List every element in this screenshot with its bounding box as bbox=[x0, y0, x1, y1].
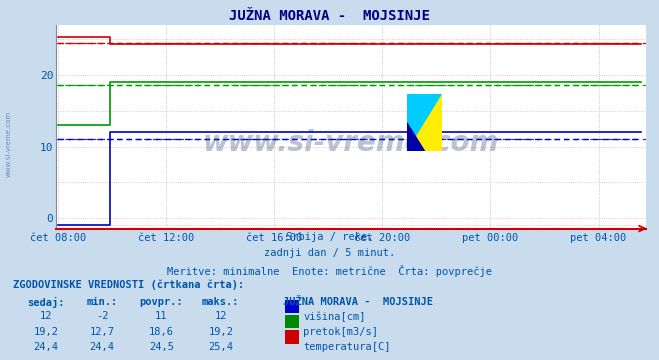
Text: 12: 12 bbox=[215, 311, 227, 321]
Text: 11: 11 bbox=[156, 311, 167, 321]
Text: -2: -2 bbox=[96, 311, 108, 321]
Text: 19,2: 19,2 bbox=[208, 327, 233, 337]
Text: 18,6: 18,6 bbox=[149, 327, 174, 337]
Text: 24,4: 24,4 bbox=[34, 342, 59, 352]
Text: www.si-vreme.com: www.si-vreme.com bbox=[203, 129, 499, 157]
Text: ZGODOVINSKE VREDNOSTI (črtkana črta):: ZGODOVINSKE VREDNOSTI (črtkana črta): bbox=[13, 279, 244, 289]
Text: Srbija / reke.: Srbija / reke. bbox=[286, 232, 373, 242]
Text: pretok[m3/s]: pretok[m3/s] bbox=[303, 327, 378, 337]
Text: 12: 12 bbox=[40, 311, 52, 321]
Polygon shape bbox=[407, 94, 442, 151]
Text: temperatura[C]: temperatura[C] bbox=[303, 342, 391, 352]
Text: sedaj:: sedaj: bbox=[28, 297, 65, 308]
Text: povpr.:: povpr.: bbox=[140, 297, 183, 307]
Text: 24,5: 24,5 bbox=[149, 342, 174, 352]
Text: zadnji dan / 5 minut.: zadnji dan / 5 minut. bbox=[264, 248, 395, 258]
Text: JUŽNA MORAVA -  MOJSINJE: JUŽNA MORAVA - MOJSINJE bbox=[229, 9, 430, 23]
Text: višina[cm]: višina[cm] bbox=[303, 311, 366, 322]
Text: 19,2: 19,2 bbox=[34, 327, 59, 337]
Polygon shape bbox=[407, 94, 442, 151]
Polygon shape bbox=[407, 123, 424, 151]
Text: Meritve: minimalne  Enote: metrične  Črta: povprečje: Meritve: minimalne Enote: metrične Črta:… bbox=[167, 265, 492, 276]
Text: min.:: min.: bbox=[86, 297, 118, 307]
Text: 24,4: 24,4 bbox=[90, 342, 115, 352]
Text: 25,4: 25,4 bbox=[208, 342, 233, 352]
Text: www.si-vreme.com: www.si-vreme.com bbox=[5, 111, 11, 177]
Text: maks.:: maks.: bbox=[202, 297, 239, 307]
Text: 12,7: 12,7 bbox=[90, 327, 115, 337]
Text: JUŽNA MORAVA -  MOJSINJE: JUŽNA MORAVA - MOJSINJE bbox=[283, 297, 434, 307]
